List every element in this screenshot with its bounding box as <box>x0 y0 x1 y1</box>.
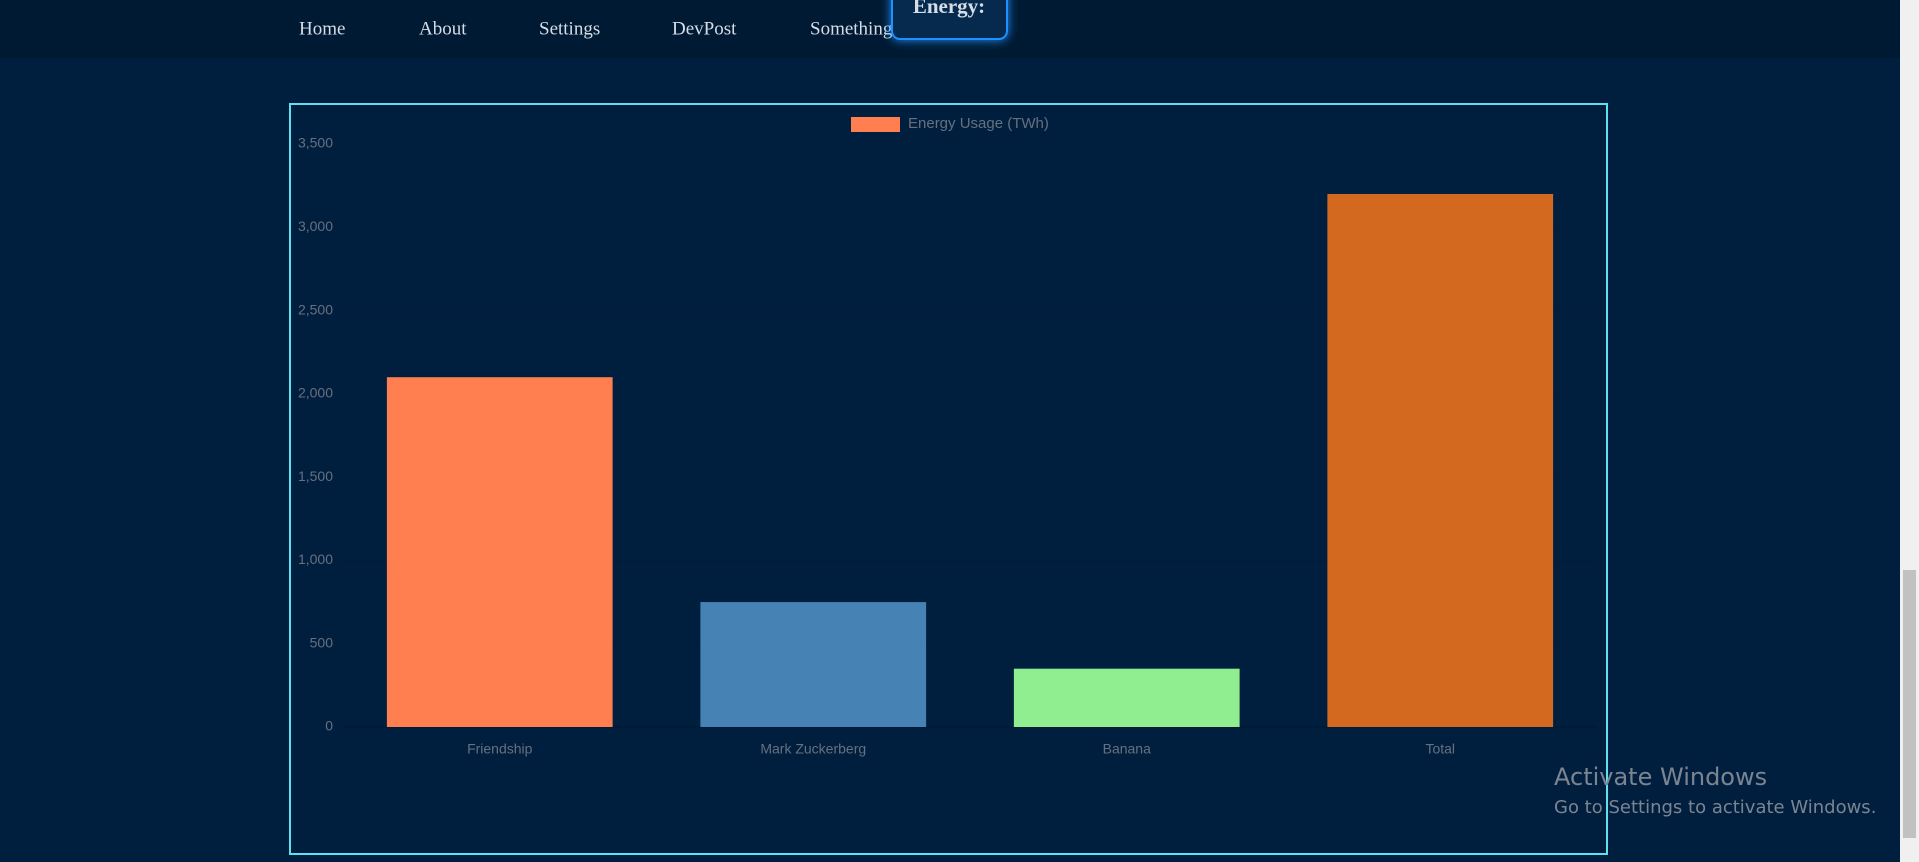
y-tick-label: 2,000 <box>298 385 333 401</box>
watermark-title: Activate Windows <box>1554 763 1767 791</box>
x-tick-label: Mark Zuckerberg <box>760 741 866 757</box>
nav-link[interactable]: About <box>419 18 467 39</box>
y-tick-label: 1,500 <box>298 468 333 484</box>
energy-badge <box>891 0 1008 40</box>
energy-badge-label: Energy: <box>913 0 985 18</box>
x-tick-label: Friendship <box>467 741 533 757</box>
nav-link[interactable]: Something <box>810 18 893 39</box>
y-tick-label: 3,500 <box>298 135 333 151</box>
watermark-subtitle: Go to Settings to activate Windows. <box>1554 797 1876 818</box>
y-tick-label: 3,000 <box>298 218 333 234</box>
y-tick-label: 1,000 <box>298 551 333 567</box>
legend-label: Energy Usage (TWh) <box>908 115 1049 132</box>
bar <box>386 377 613 727</box>
bar <box>1013 668 1240 727</box>
scrollbar-thumb[interactable] <box>1903 570 1916 838</box>
bar <box>1327 193 1554 727</box>
chart-frame <box>289 103 1608 855</box>
nav-link[interactable]: Settings <box>539 18 600 39</box>
chart: 0 500 1,000 1,500 2,000 2,500 3,000 3,500 Energy… <box>298 115 1597 757</box>
y-tick-label: 0 <box>325 718 333 734</box>
nav-link[interactable]: DevPost <box>672 18 737 39</box>
nav-link[interactable]: Home <box>299 18 345 39</box>
x-tick-label: Total <box>1425 741 1455 757</box>
y-tick-label: 500 <box>310 634 334 650</box>
bar <box>700 602 927 727</box>
legend-swatch <box>851 117 900 132</box>
nav: Home About Settings DevPost Something <box>299 18 893 39</box>
y-tick-label: 2,500 <box>298 301 333 317</box>
x-tick-label: Banana <box>1103 741 1151 757</box>
